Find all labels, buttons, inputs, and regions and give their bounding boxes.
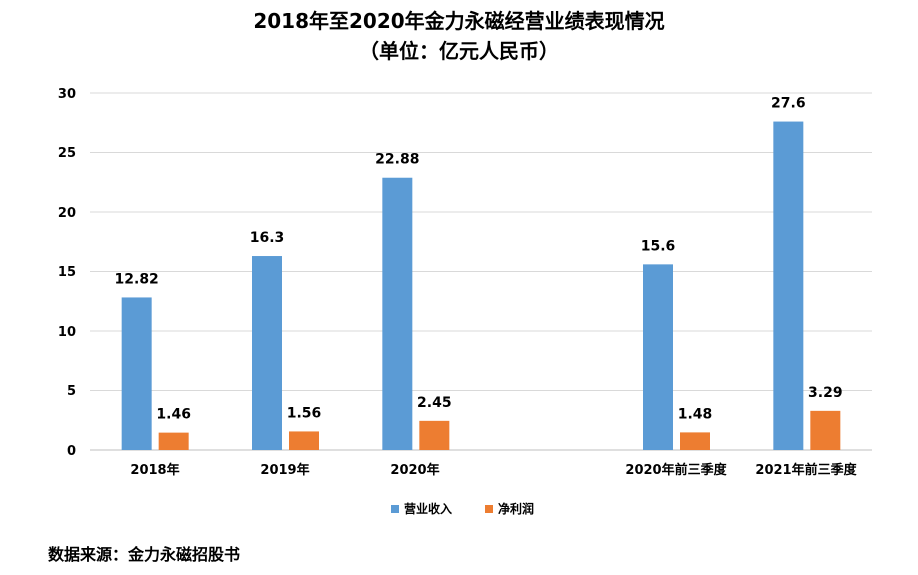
data-label: 27.6 bbox=[771, 96, 806, 112]
chart-subtitle: （单位：亿元人民币） bbox=[359, 39, 559, 63]
legend-label-profit: 净利润 bbox=[498, 501, 534, 516]
bar-revenue bbox=[643, 264, 673, 450]
bar-net-profit bbox=[289, 431, 319, 450]
bar-revenue bbox=[121, 297, 152, 450]
gridlines bbox=[90, 92, 872, 451]
y-tick-label: 5 bbox=[67, 384, 76, 399]
data-label: 12.82 bbox=[115, 271, 159, 287]
x-category-label: 2018年 bbox=[130, 462, 179, 478]
legend-label-revenue: 营业收入 bbox=[404, 501, 452, 516]
data-label: 1.46 bbox=[156, 407, 191, 423]
bar-net-profit bbox=[419, 420, 450, 450]
chart-title: 2018年至2020年金力永磁经营业绩表现情况 bbox=[253, 9, 664, 33]
bar-revenue bbox=[252, 256, 282, 450]
bar-net-profit bbox=[158, 432, 189, 450]
y-axis: 0 5 10 15 20 25 30 bbox=[58, 87, 76, 459]
source-note: 数据来源：金力永磁招股书 bbox=[48, 545, 240, 564]
y-tick-label: 30 bbox=[58, 87, 76, 102]
data-label: 15.6 bbox=[641, 238, 676, 254]
x-category-label: 2019年 bbox=[260, 462, 309, 478]
bars: 12.82 1.46 16.3 1.56 22.88 2.45 15.6 1.48 27.6 3.… bbox=[115, 96, 843, 450]
bar-net-profit bbox=[680, 432, 710, 450]
x-category-label: 2020年前三季度 bbox=[625, 462, 727, 478]
bar-revenue bbox=[382, 177, 413, 450]
legend-swatch-revenue bbox=[391, 505, 399, 513]
data-label: 3.29 bbox=[808, 385, 843, 401]
data-label: 1.56 bbox=[287, 405, 322, 421]
data-label: 1.48 bbox=[678, 406, 713, 422]
data-label: 16.3 bbox=[250, 230, 285, 246]
bar-net-profit bbox=[810, 410, 841, 450]
data-label: 2.45 bbox=[417, 395, 452, 411]
y-tick-label: 0 bbox=[67, 444, 76, 459]
data-label: 22.88 bbox=[375, 152, 419, 168]
legend: 营业收入 净利润 bbox=[391, 501, 534, 516]
y-tick-label: 20 bbox=[58, 206, 76, 221]
x-category-label: 2020年 bbox=[390, 462, 439, 478]
y-tick-label: 25 bbox=[58, 146, 76, 161]
y-tick-label: 15 bbox=[58, 265, 76, 280]
legend-swatch-profit bbox=[485, 505, 493, 513]
y-tick-label: 10 bbox=[58, 325, 76, 340]
x-axis: 2018年 2019年 2020年 2020年前三季度 2021年前三季度 bbox=[130, 462, 857, 478]
x-category-label: 2021年前三季度 bbox=[755, 462, 857, 478]
bar-revenue bbox=[773, 121, 804, 450]
